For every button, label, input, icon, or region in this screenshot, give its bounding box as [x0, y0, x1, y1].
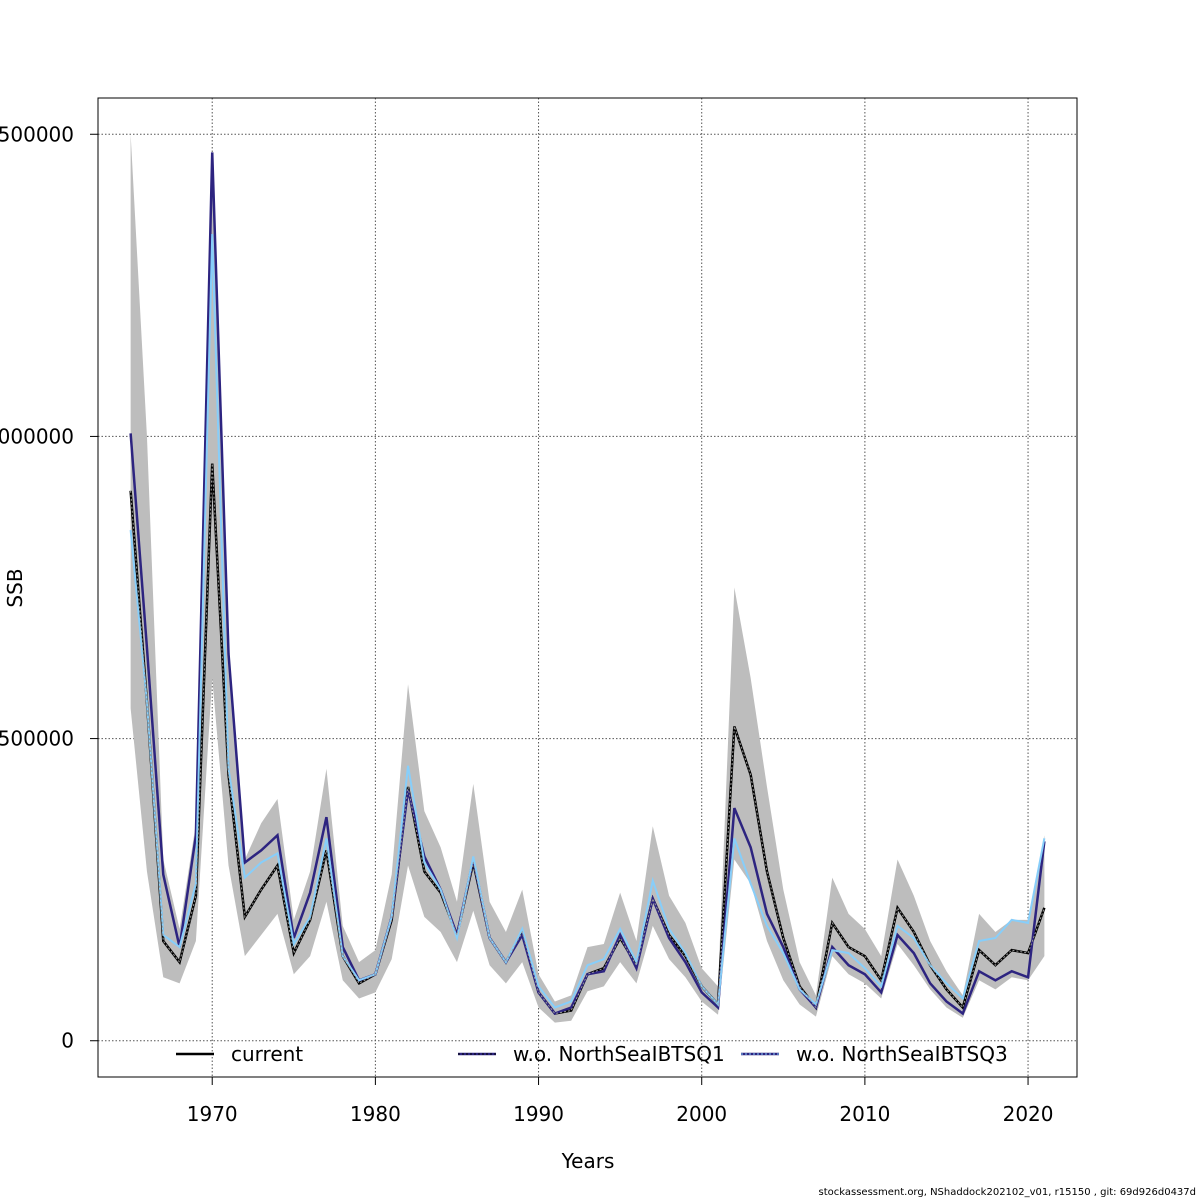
y-axis: 0 500000 1000000 1500000 [0, 122, 98, 1053]
series-line-wo-q1 [129, 152, 1046, 1016]
grid [98, 98, 1077, 1077]
x-axis: 1970 1980 1990 2000 2010 2020 [187, 1077, 1054, 1126]
legend-label: current [231, 1042, 303, 1066]
confidence-band-layer [130, 134, 1045, 1023]
footer-credit: stockassessment.org, NShaddock202102_v01… [818, 1187, 1197, 1198]
legend-label: w.o. NorthSeaIBTSQ1 [513, 1042, 725, 1066]
plot-frame [97, 97, 1078, 1078]
x-tick-label: 2010 [839, 1102, 890, 1126]
x-tick-label: 1990 [513, 1102, 564, 1126]
y-axis-title: SSB [3, 568, 27, 607]
series-line-wo-q3 [129, 233, 1046, 1009]
y-tick-label: 500000 [0, 727, 74, 751]
series-layer [129, 152, 1046, 1016]
legend-label: w.o. NorthSeaIBTSQ3 [796, 1042, 1008, 1066]
y-tick-label: 1500000 [0, 122, 74, 146]
confidence-band [130, 134, 1045, 1023]
series-line-current-dots [130, 463, 1045, 1015]
x-tick-label: 1980 [350, 1102, 401, 1126]
x-tick-label: 2000 [676, 1102, 727, 1126]
x-tick-label: 1970 [187, 1102, 238, 1126]
x-axis-title: Years [561, 1149, 615, 1173]
legend: current w.o. NorthSeaIBTSQ1 w.o. NorthSeaI… [176, 1042, 1008, 1066]
x-tick-label: 2020 [1003, 1102, 1054, 1126]
y-tick-label: 0 [61, 1029, 74, 1053]
y-tick-label: 1000000 [0, 424, 74, 448]
